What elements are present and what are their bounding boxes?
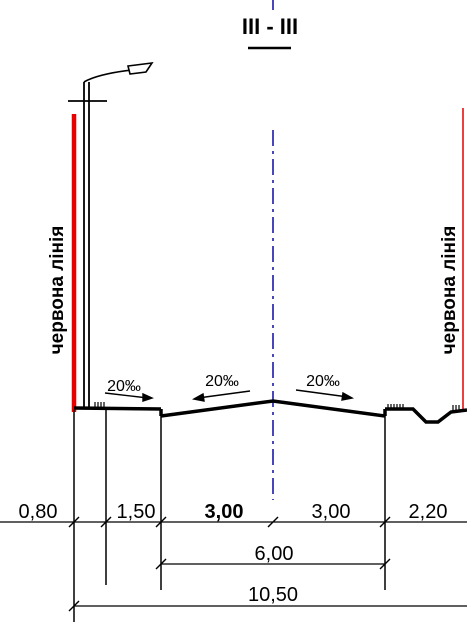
surface-hatches xyxy=(94,402,460,411)
dim-0-80: 0,80 xyxy=(19,501,58,523)
dim-6-00: 6,00 xyxy=(255,543,294,565)
slope-arrow-left-carriageway xyxy=(191,390,251,402)
slope-arrow-left-sidewalk xyxy=(104,392,154,402)
dim-10-50: 10,50 xyxy=(248,584,298,606)
street-lamp xyxy=(68,61,154,408)
section-title: III - III xyxy=(242,14,298,39)
ground-profile xyxy=(73,399,467,424)
red-line-left-label: червона лінія xyxy=(47,226,68,355)
slope-right-carriageway: 20‰ xyxy=(306,373,340,390)
dim-3-00-left: 3,00 xyxy=(205,501,244,523)
dimension-lines xyxy=(0,521,467,607)
dim-3-00-right: 3,00 xyxy=(312,501,351,523)
dimension-ticks xyxy=(68,516,391,612)
dim-1-50: 1,50 xyxy=(117,501,156,523)
dim-2-20: 2,20 xyxy=(409,501,448,523)
extension-lines xyxy=(73,410,386,622)
slope-arrow-right-carriageway xyxy=(295,389,355,401)
slope-left-carriageway: 20‰ xyxy=(205,373,239,390)
red-line-right-label: червона лінія xyxy=(439,226,460,355)
slope-left-sidewalk: 20‰ xyxy=(107,378,141,395)
